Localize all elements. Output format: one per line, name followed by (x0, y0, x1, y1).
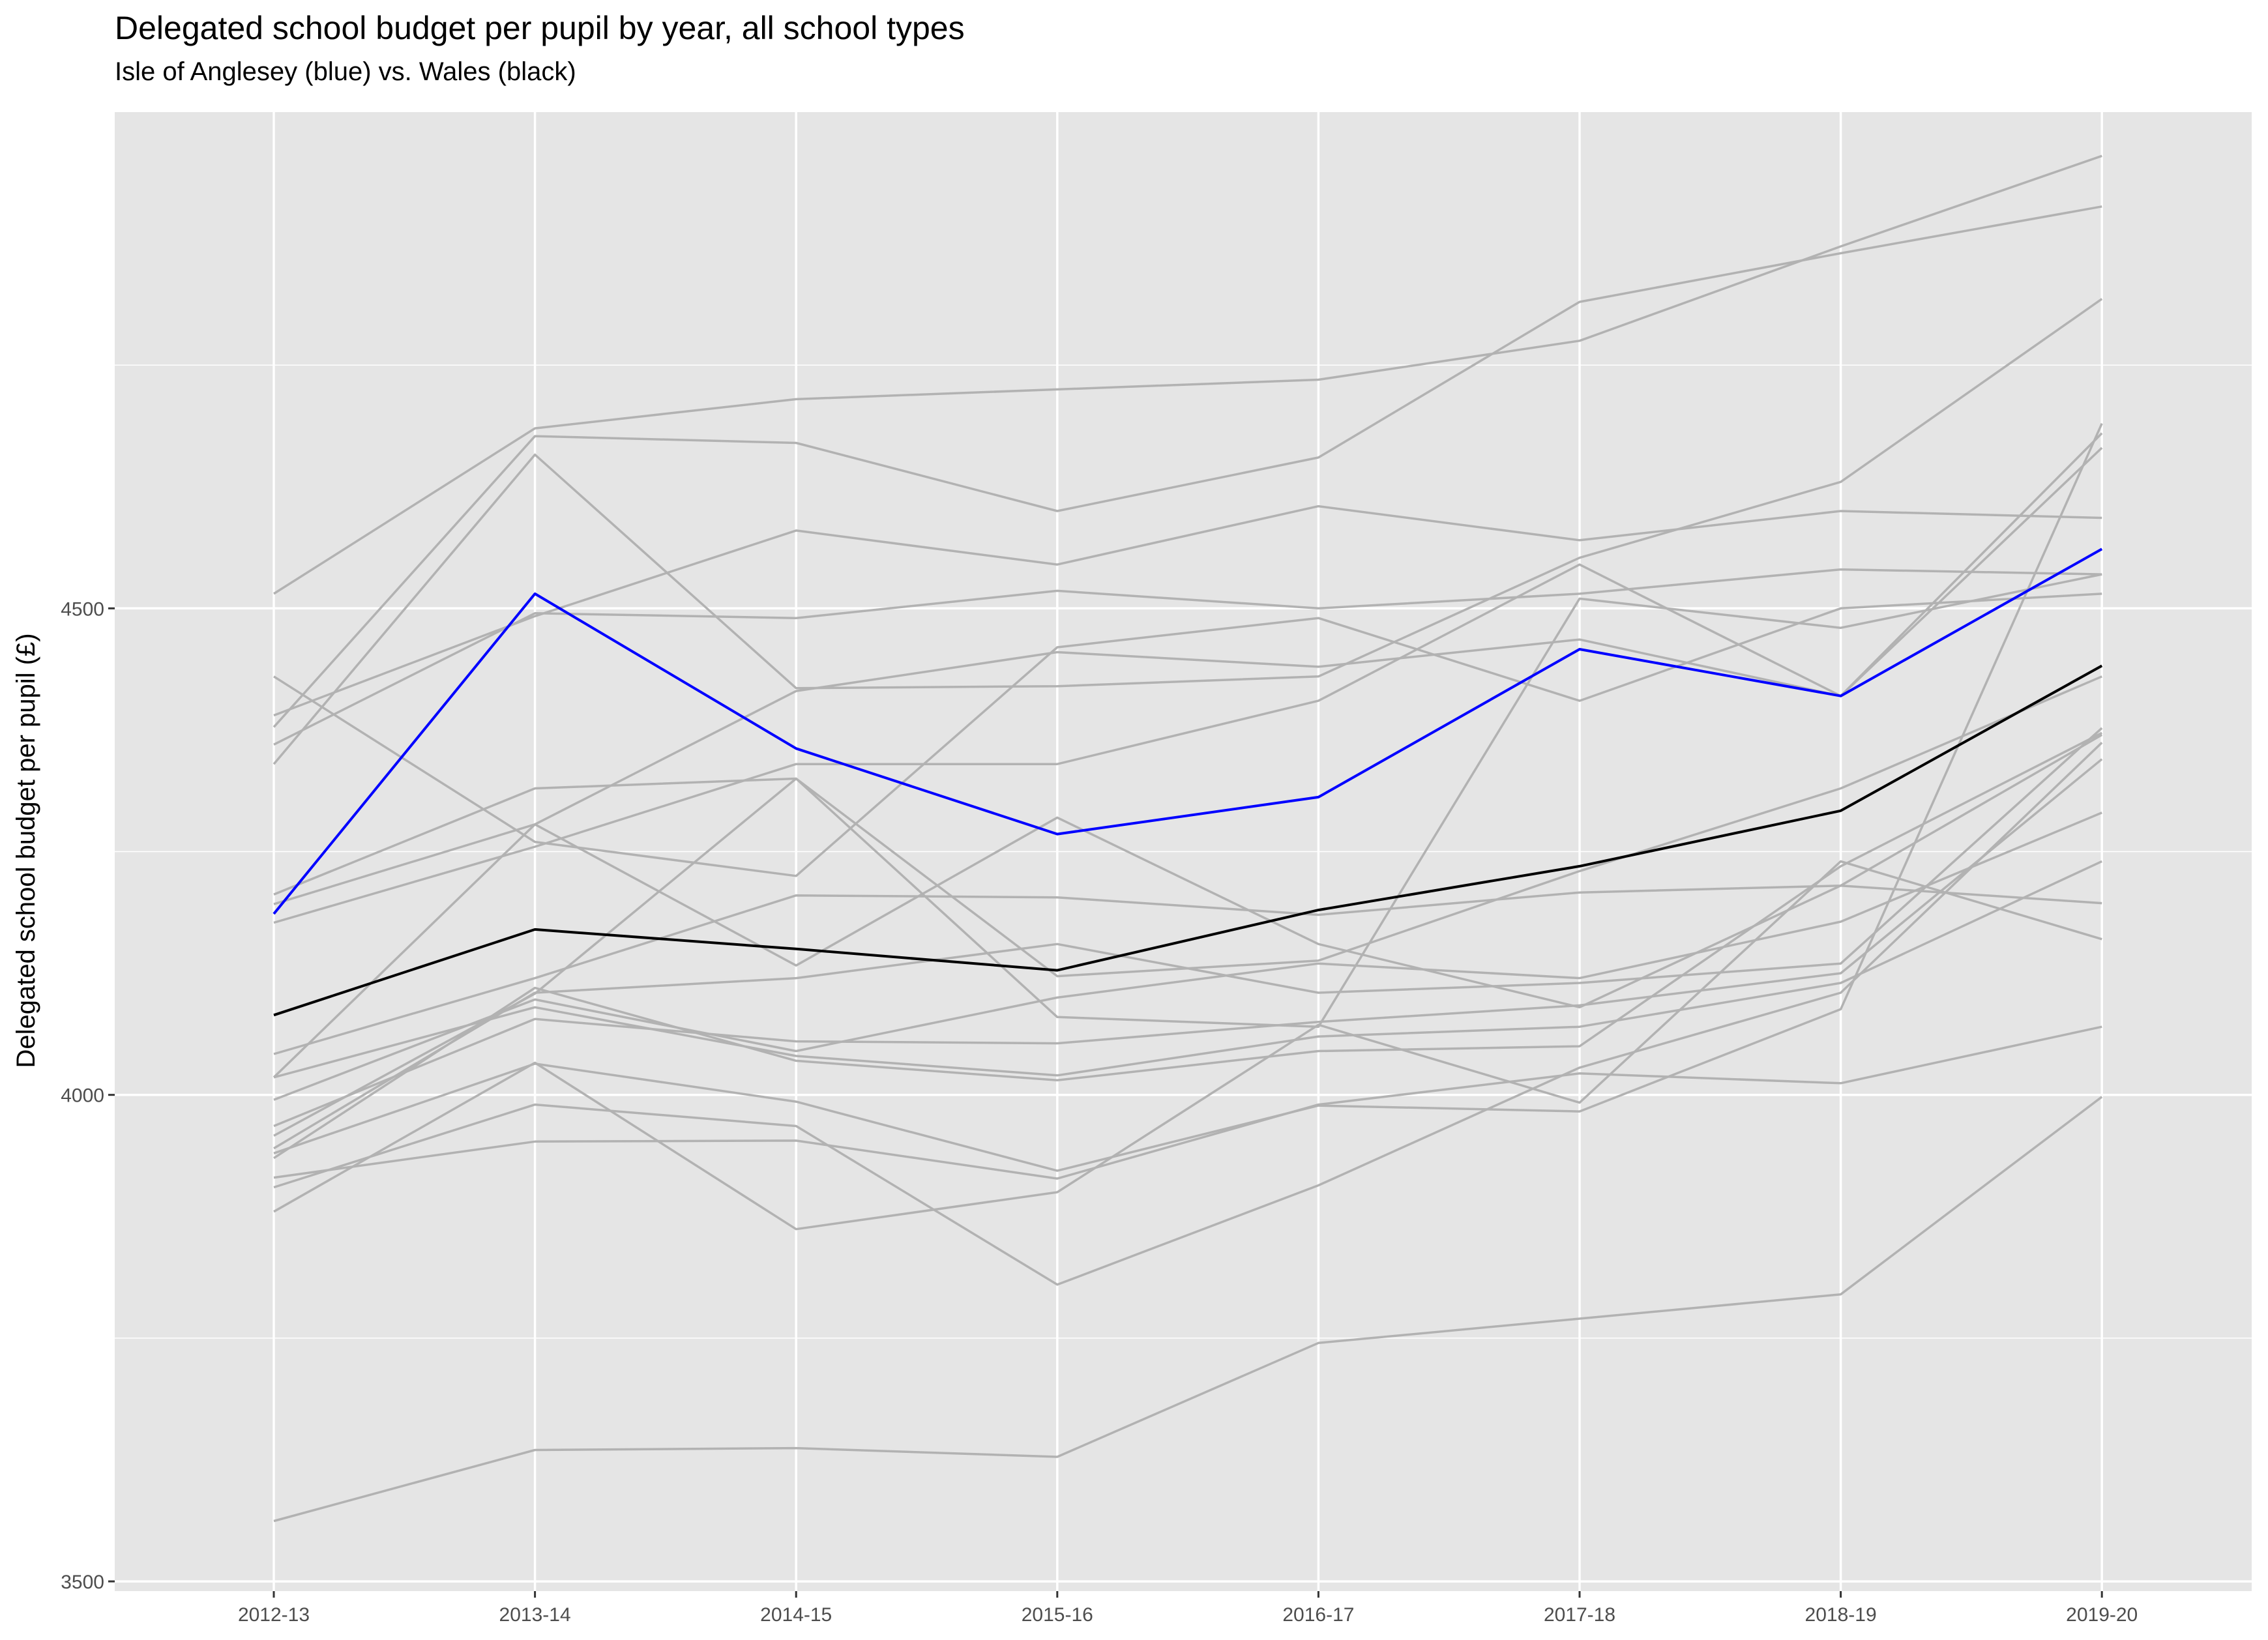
series-line (272, 205, 2102, 728)
chart-subtitle: Isle of Anglesey (blue) vs. Wales (black… (115, 57, 576, 86)
series-line (273, 1025, 2102, 1180)
series-line (273, 742, 2103, 1286)
series-line (273, 1096, 2103, 1523)
grid-minor (115, 364, 2252, 1339)
x-tick-label: 2016-17 (1282, 1604, 1354, 1626)
x-tick-label: 2017-18 (1544, 1604, 1615, 1626)
series-line (273, 731, 2102, 1160)
axis-labels: 3500 4000 4500 2012-13 2013-14 2014-15 2015-16… (61, 598, 2138, 1626)
axis-ticks (108, 607, 2103, 1598)
x-tick-label: 2019-20 (2066, 1604, 2138, 1626)
series-line (273, 432, 2103, 905)
y-axis-title: Delegated school budget per pupil (£) (12, 633, 40, 1068)
x-tick-label: 2013-14 (499, 1604, 571, 1626)
series-line (273, 860, 2102, 1231)
series-lines (272, 154, 2103, 1523)
anglesey-line (272, 548, 2103, 915)
series-line (273, 505, 2102, 717)
wales-line (273, 664, 2103, 1017)
grid-major (115, 112, 2252, 1591)
series-line (273, 573, 2102, 1028)
series-line (273, 568, 2102, 746)
series-line (273, 422, 2103, 1172)
y-tick-label: 4000 (61, 1085, 104, 1107)
x-tick-label: 2015-16 (1022, 1604, 1093, 1626)
series-line (272, 298, 2103, 765)
chart-title: Delegated school budget per pupil by yea… (115, 10, 965, 46)
y-tick-label: 3500 (61, 1572, 104, 1593)
series-line (273, 812, 2102, 1101)
series-line (272, 816, 2102, 1079)
series-line (273, 860, 2102, 1079)
y-tick-label: 4500 (61, 598, 104, 620)
x-tick-label: 2012-13 (238, 1604, 310, 1626)
series-line (273, 733, 2103, 1055)
series-line (273, 727, 2103, 1150)
series-line (273, 447, 2103, 924)
x-tick-label: 2018-19 (1805, 1604, 1877, 1626)
series-line (273, 758, 2103, 1128)
x-tick-label: 2014-15 (760, 1604, 832, 1626)
